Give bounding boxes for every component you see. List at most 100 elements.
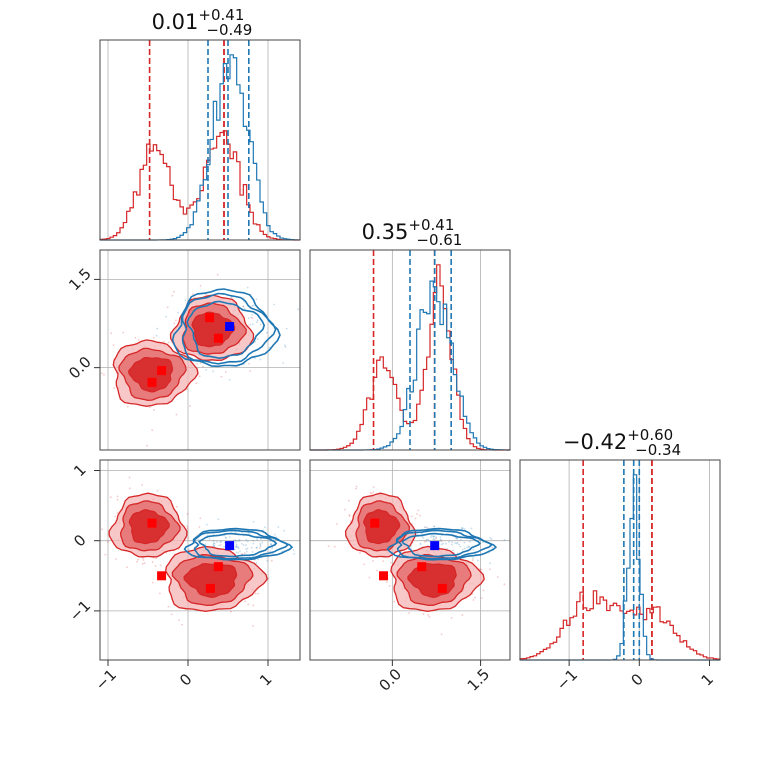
sample-point-blue [212, 543, 215, 546]
panel-frame [309, 249, 511, 451]
sample-point-blue [204, 543, 207, 545]
sample-point-blue [503, 538, 506, 541]
panel-frame [309, 459, 511, 661]
sample-point-red [114, 515, 117, 518]
title-upper-error: +0.60 [627, 426, 673, 444]
sample-point-blue [439, 538, 442, 541]
title-lower-error: −0.61 [416, 231, 462, 249]
sample-point-red [199, 517, 202, 520]
sample-point-red [344, 508, 346, 511]
sample-point-blue [463, 541, 466, 544]
panel-title-p2: −0.42+0.60 −0.34 [563, 426, 681, 459]
sample-point-red [251, 317, 254, 319]
title-upper-error: +0.41 [408, 216, 454, 234]
sample-point-red [393, 600, 396, 603]
sample-point-blue [206, 534, 209, 537]
sample-point-blue [252, 539, 255, 542]
sample-point-blue [187, 548, 190, 551]
sample-point-blue [463, 547, 466, 550]
sample-point-blue [215, 541, 218, 543]
sample-point-red [151, 429, 154, 431]
sample-point-blue [234, 539, 237, 542]
sample-point-red [195, 382, 198, 385]
sample-point-red [419, 514, 421, 517]
blue-contour-level-1 [396, 529, 493, 560]
sample-point-blue [205, 523, 208, 526]
sample-point-blue [458, 543, 461, 546]
sample-point-blue [241, 531, 244, 534]
sample-point-blue [442, 542, 445, 545]
sample-point-blue [228, 536, 231, 538]
sample-point-red [141, 562, 144, 565]
sample-point-red [126, 405, 129, 408]
sample-point-blue [433, 525, 436, 528]
sample-point-red [450, 616, 453, 619]
sample-point-blue [217, 518, 220, 521]
sample-point-red [414, 517, 417, 520]
sample-point-red [348, 515, 351, 517]
red-marker [379, 571, 389, 581]
sample-point-red [112, 344, 115, 347]
sample-point-blue [269, 550, 272, 553]
sample-point-blue [277, 526, 280, 528]
panel-frame [99, 459, 301, 661]
sample-point-blue [213, 545, 216, 548]
sample-point-red [424, 526, 427, 529]
sample-point-blue [432, 535, 434, 538]
panel-title-p1: 0.35+0.41 −0.61 [362, 216, 463, 249]
sample-point-red [116, 498, 119, 501]
sample-point-red [348, 513, 351, 516]
sample-point-red [249, 370, 252, 372]
sample-point-blue [460, 528, 463, 530]
sample-point-red [151, 561, 154, 563]
sample-point-blue [284, 344, 286, 347]
sample-point-red [163, 341, 165, 343]
sample-point-blue [472, 557, 474, 560]
sample-point-blue [246, 547, 249, 550]
sample-point-red [372, 491, 375, 494]
sample-point-blue [491, 546, 494, 549]
panel-frame [99, 39, 301, 241]
red-marker [147, 377, 157, 387]
sample-point-red [100, 372, 103, 375]
sample-point-blue [230, 296, 233, 299]
sample-point-red [103, 373, 105, 376]
histogram-blue-p0 [100, 54, 301, 241]
sample-point-red [252, 604, 255, 607]
sample-point-red [254, 592, 257, 595]
sample-point-blue [240, 542, 243, 545]
sample-point-blue [435, 536, 438, 539]
sample-point-blue [432, 538, 435, 540]
sample-point-blue [467, 545, 470, 548]
sample-point-blue [446, 547, 448, 550]
sample-point-blue [420, 532, 423, 535]
sample-point-blue [234, 545, 237, 548]
sample-point-blue [297, 308, 300, 311]
sample-point-red [186, 525, 189, 528]
red-marker [157, 366, 167, 376]
sample-point-red [116, 512, 119, 514]
sample-point-red [110, 332, 113, 335]
sample-point-red [242, 305, 245, 308]
sample-point-red [152, 336, 155, 339]
sample-point-red [154, 565, 157, 567]
sample-point-blue [233, 548, 236, 551]
sample-point-red [385, 581, 388, 583]
sample-point-red [142, 559, 145, 561]
sample-point-red [181, 623, 183, 626]
sample-point-red [503, 583, 506, 586]
sample-point-red [143, 562, 146, 565]
sample-point-red [104, 553, 107, 556]
blue-contour-level-0 [171, 288, 281, 368]
sample-point-blue [270, 543, 272, 546]
sample-point-blue [251, 323, 254, 326]
sample-point-blue [271, 547, 273, 550]
sample-point-red [173, 290, 175, 293]
sample-point-red [417, 509, 420, 512]
sample-point-blue [476, 559, 479, 562]
sample-point-red [247, 603, 250, 606]
sample-point-red [136, 560, 139, 563]
sample-point-blue [410, 545, 413, 548]
sample-point-red [258, 547, 261, 549]
sample-point-blue [259, 544, 262, 546]
